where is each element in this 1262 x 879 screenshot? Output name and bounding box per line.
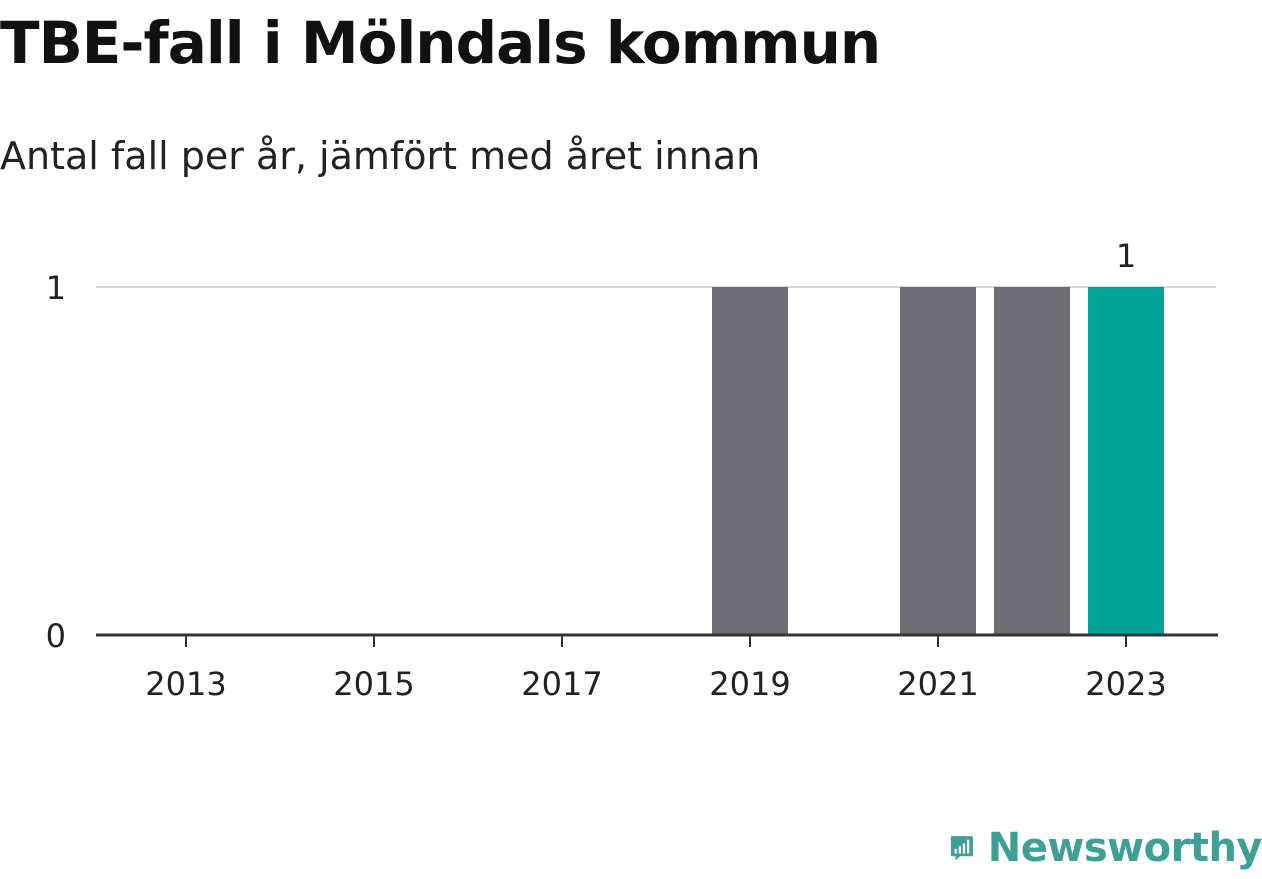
x-tick-label-2023: 2023 xyxy=(1085,665,1166,703)
newsworthy-logo: Newsworthy xyxy=(950,818,1262,878)
x-tick-label-2017: 2017 xyxy=(521,665,602,703)
x-tick-label-2015: 2015 xyxy=(333,665,414,703)
x-tick-label-2021: 2021 xyxy=(897,665,978,703)
bar-2019 xyxy=(712,287,788,635)
bar-2023 xyxy=(1088,287,1164,635)
bar-2022 xyxy=(994,287,1070,635)
bars xyxy=(712,287,1164,635)
bar-2021 xyxy=(900,287,976,635)
bar-chart: 0 1 2013 2015 2017 2019 2021 2023 1 xyxy=(46,237,1218,703)
x-tick-label-2013: 2013 xyxy=(145,665,226,703)
data-label-2023: 1 xyxy=(1116,237,1136,275)
data-labels: 1 xyxy=(1116,237,1136,275)
chart-title: TBE-fall i Mölndals kommun xyxy=(0,9,881,77)
brand-name: Newsworthy xyxy=(987,825,1262,871)
axes: 0 1 2013 2015 2017 2019 2021 2023 xyxy=(46,269,1218,703)
newsworthy-logo-icon xyxy=(950,836,973,861)
x-tick-label-2019: 2019 xyxy=(709,665,790,703)
y-tick-label-1: 1 xyxy=(46,269,66,307)
chart-subtitle: Antal fall per år, jämfört med året inna… xyxy=(0,134,761,178)
y-tick-label-0: 0 xyxy=(46,617,66,655)
